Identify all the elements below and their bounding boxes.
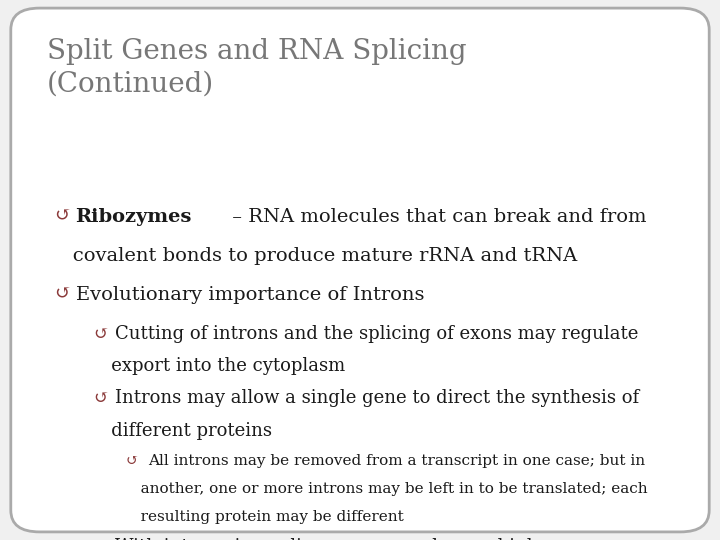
- Text: Cutting of introns and the splicing of exons may regulate: Cutting of introns and the splicing of e…: [115, 325, 639, 342]
- Text: ↺: ↺: [94, 325, 109, 342]
- Text: – RNA molecules that can break and from: – RNA molecules that can break and from: [226, 208, 647, 226]
- Text: Split Genes and RNA Splicing: Split Genes and RNA Splicing: [47, 38, 467, 65]
- Text: Evolutionary importance of Introns: Evolutionary importance of Introns: [76, 286, 424, 303]
- Text: ↺: ↺: [126, 454, 139, 468]
- Text: resulting protein may be different: resulting protein may be different: [126, 510, 404, 524]
- Text: All introns may be removed from a transcript in one case; but in: All introns may be removed from a transc…: [148, 454, 644, 468]
- FancyBboxPatch shape: [11, 8, 709, 532]
- Text: ↺: ↺: [94, 538, 109, 540]
- Text: covalent bonds to produce mature rRNA and tRNA: covalent bonds to produce mature rRNA an…: [54, 247, 577, 265]
- Text: export into the cytoplasm: export into the cytoplasm: [94, 357, 345, 375]
- Text: (Continued): (Continued): [47, 70, 214, 97]
- Text: another, one or more introns may be left in to be translated; each: another, one or more introns may be left…: [126, 482, 647, 496]
- Text: ↺: ↺: [54, 286, 71, 303]
- Text: Introns may allow a single gene to direct the synthesis of: Introns may allow a single gene to direc…: [115, 389, 639, 407]
- Text: ↺: ↺: [54, 208, 71, 226]
- Text: different proteins: different proteins: [94, 422, 271, 440]
- Text: Ribozymes: Ribozymes: [76, 208, 192, 226]
- Text: With introns in, coding sequences have a higher: With introns in, coding sequences have a…: [115, 538, 558, 540]
- Text: ↺: ↺: [94, 389, 109, 407]
